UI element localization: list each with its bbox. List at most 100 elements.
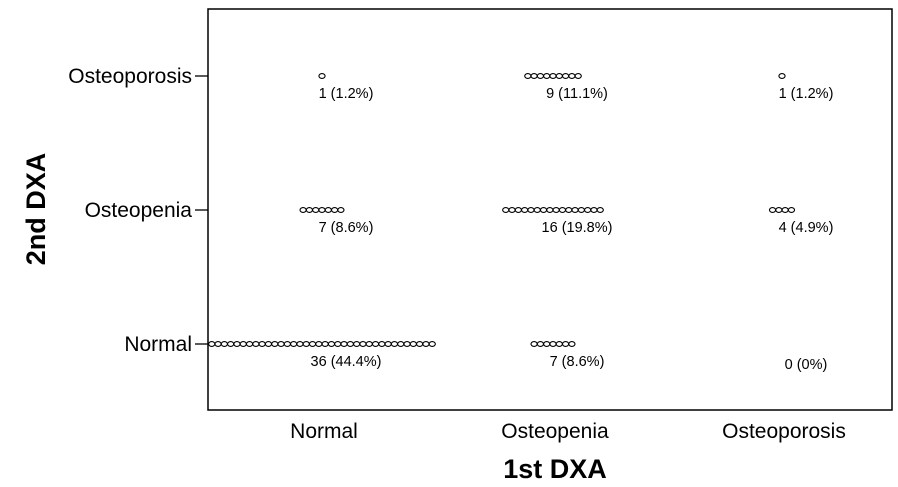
dot-marker [536,341,545,347]
x-axis: Normal Osteopenia Osteoporosis [290,420,846,443]
dot-marker [781,207,789,213]
cell-normal-osteopenia: 7 (8.6%) [299,207,374,236]
cell-normal-osteoporosis: 1 (1.2%) [318,73,374,102]
y-tick-label-normal: Normal [124,333,192,356]
dot-marker [226,341,235,347]
dot-marker [561,73,570,79]
x-tick-label-osteoporosis: Osteoporosis [722,420,846,443]
dot-marker [558,207,567,213]
dot-marker [555,341,563,347]
cell-count-label: 16 (19.8%) [542,220,613,236]
dot-marker [555,73,563,79]
dot-marker [543,73,551,79]
dot-marker [524,73,532,79]
dot-marker [530,341,538,347]
dot-marker [549,73,557,79]
dot-marker [584,207,592,213]
dot-marker [403,341,411,347]
dot-marker [768,207,777,213]
dot-marker [574,73,582,79]
dot-marker [514,207,522,213]
dot-marker [337,207,345,213]
dot-marker [428,341,436,347]
dot-marker [321,341,329,347]
dot-marker [397,341,405,347]
dot-marker [590,207,598,213]
dot-marker [502,207,510,213]
y-axis-title: 2nd DXA [21,153,51,266]
y-tick-label-osteoporosis: Osteoporosis [68,65,192,88]
dot-marker [334,341,342,347]
dot-marker [565,207,573,213]
dot-marker [264,341,273,347]
dot-marker [552,207,560,213]
dot-marker [315,341,323,347]
dot-marker [299,207,307,213]
cell-count-label: 0 (0%) [785,357,828,373]
dot-marker [302,341,310,347]
dot-marker [521,207,529,213]
dot-marker [318,207,326,213]
x-tick-label-osteopenia: Osteopenia [501,420,609,443]
y-axis: Normal Osteopenia Osteoporosis [68,65,208,356]
dot-marker [233,341,241,347]
dot-marker [508,207,516,213]
cell-count-label: 1 (1.2%) [319,86,374,102]
x-tick-label-normal: Normal [290,420,358,443]
dot-marker [561,341,570,347]
y-tick-label-osteopenia: Osteopenia [85,199,193,222]
dot-marker [371,341,380,347]
dot-marker [778,73,786,79]
cell-osteoporosis-normal: 0 (0%) [785,357,828,373]
dot-marker [415,341,424,347]
cell-count-label: 4 (4.9%) [779,220,834,236]
cell-count-label: 1 (1.2%) [779,86,834,102]
dot-marker [530,73,538,79]
dot-marker [378,341,386,347]
dot-marker [289,341,298,347]
dot-marker [324,207,332,213]
dot-marker [596,207,604,213]
cell-count-label: 9 (11.1%) [546,86,608,102]
dot-marker [245,341,254,347]
dot-marker [775,207,783,213]
dot-marker [359,341,367,347]
dot-marker [571,207,579,213]
dot-marker [549,341,557,347]
dot-marker [577,207,585,213]
cell-normal-normal: 36 (44.4%) [208,341,436,370]
dot-marker [258,341,266,347]
dot-marker [346,341,354,347]
dot-marker [539,207,548,213]
dot-marker [422,341,430,347]
dot-marker [239,341,247,347]
dot-marker [546,207,554,213]
dot-marker [536,73,545,79]
dot-marker [568,73,576,79]
dot-marker [527,207,535,213]
cell-count-label: 7 (8.6%) [319,220,374,236]
cell-osteoporosis-osteoporosis: 1 (1.2%) [778,73,834,102]
cell-osteopenia-normal: 7 (8.6%) [530,341,605,370]
cell-count-label: 7 (8.6%) [550,354,605,370]
dot-marker [327,341,336,347]
dot-marker [787,207,796,213]
dot-marker [384,341,392,347]
cell-osteopenia-osteoporosis: 9 (11.1%) [524,73,608,102]
dot-marker [308,341,317,347]
dot-marker [283,341,291,347]
dot-marker [533,207,541,213]
dot-marker [214,341,222,347]
dot-marker [568,341,576,347]
dot-marker [409,341,417,347]
dot-marker [305,207,314,213]
dot-marker [318,73,326,79]
dot-marker [543,341,551,347]
cell-count-label: 36 (44.4%) [311,354,382,370]
dot-marker [208,341,216,347]
cell-osteoporosis-osteopenia: 4 (4.9%) [768,207,834,236]
x-axis-title: 1st DXA [503,454,607,484]
dot-marker [312,207,320,213]
plot-cells: 1 (1.2%) 9 (11.1%) 1 (1.2%) 7 (8.6%) 16 (19.… [208,73,834,373]
